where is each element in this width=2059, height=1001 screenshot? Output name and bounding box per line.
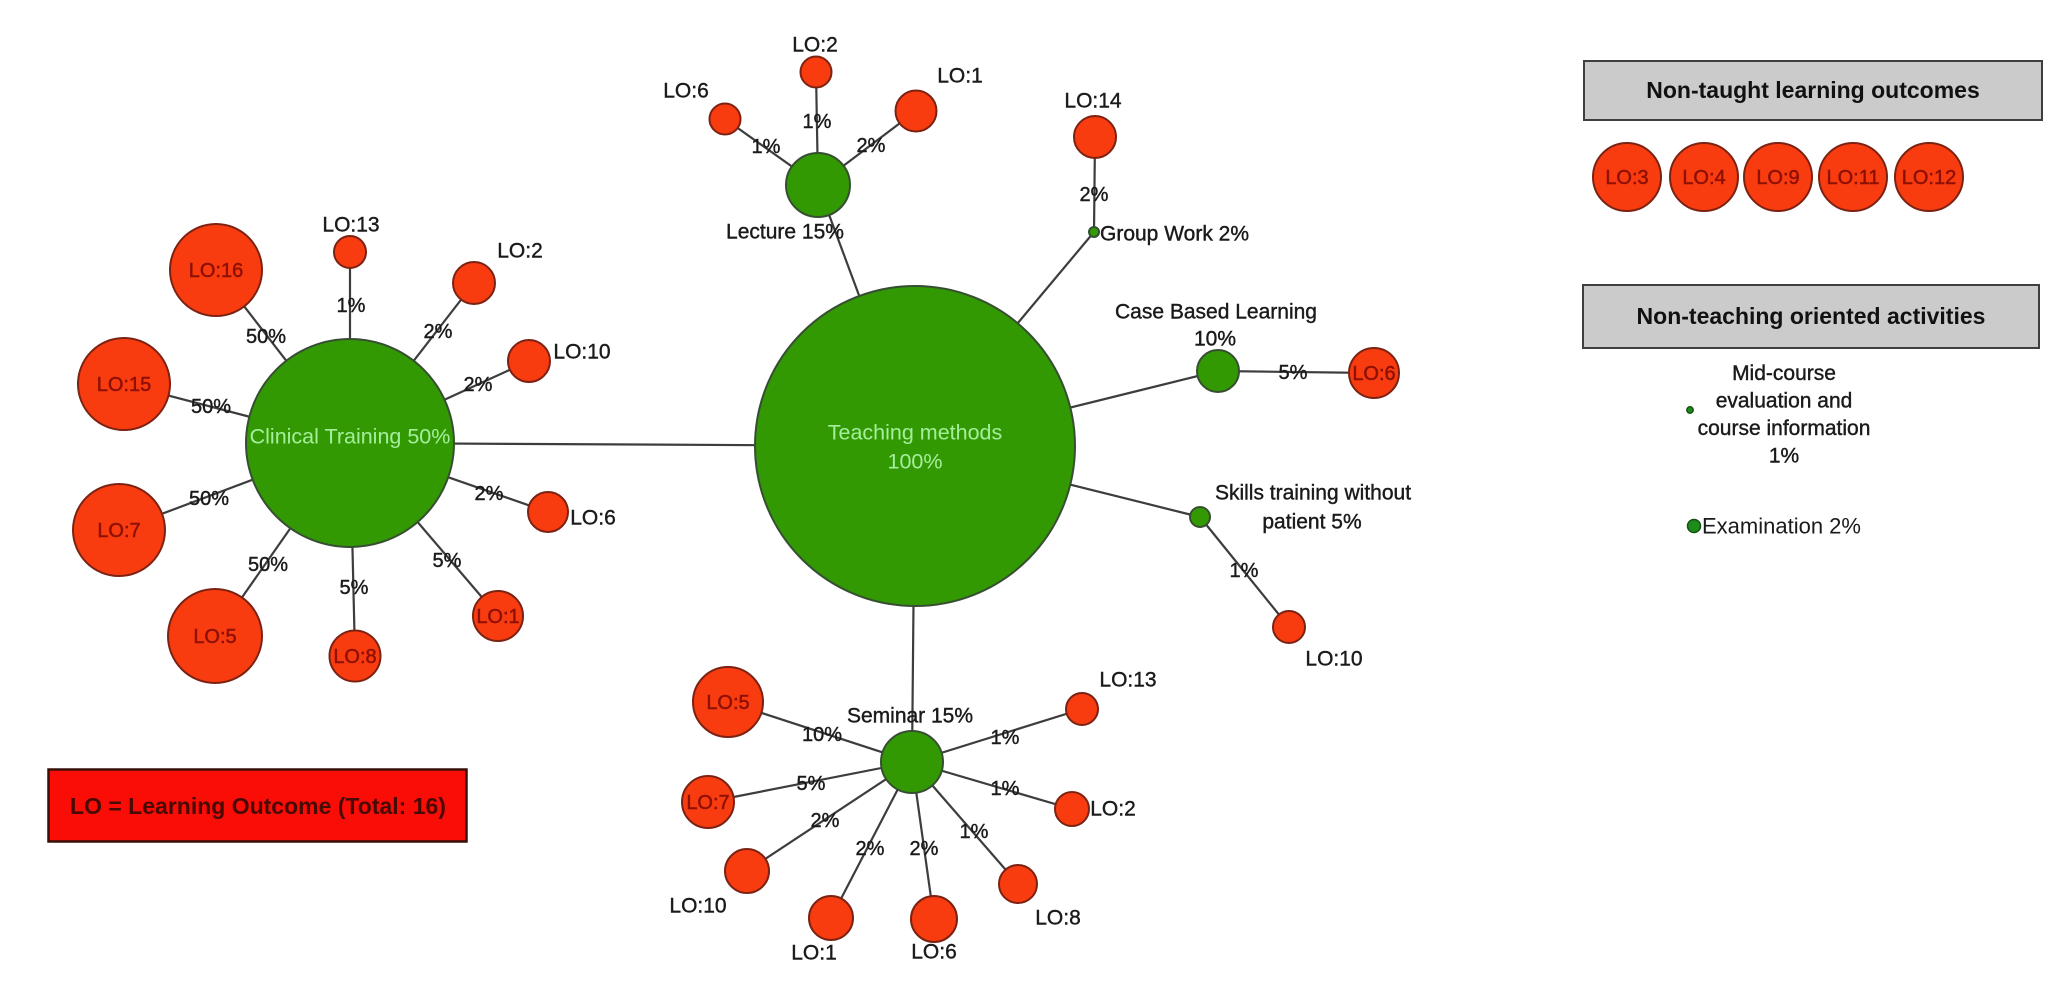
svg-text:Teaching methods: Teaching methods xyxy=(828,421,1003,445)
svg-text:LO:9: LO:9 xyxy=(1756,167,1799,189)
svg-text:LO:6: LO:6 xyxy=(570,506,616,529)
svg-text:1%: 1% xyxy=(1230,560,1259,582)
svg-text:2%: 2% xyxy=(856,838,885,860)
svg-text:LO:6: LO:6 xyxy=(1352,363,1395,385)
svg-text:1%: 1% xyxy=(960,821,989,843)
svg-text:50%: 50% xyxy=(191,396,231,418)
svg-text:5%: 5% xyxy=(340,577,369,599)
svg-text:LO:1: LO:1 xyxy=(937,64,983,87)
svg-text:LO:13: LO:13 xyxy=(1099,668,1156,691)
svg-text:Examination 2%: Examination 2% xyxy=(1702,514,1861,539)
svg-text:LO:14: LO:14 xyxy=(1064,89,1122,112)
svg-text:LO = Learning Outcome (Total:: LO = Learning Outcome (Total: 16) xyxy=(70,793,446,819)
svg-text:LO:3: LO:3 xyxy=(1605,167,1648,189)
svg-text:LO:15: LO:15 xyxy=(97,374,151,396)
svg-text:10%: 10% xyxy=(1194,327,1236,350)
svg-text:2%: 2% xyxy=(857,135,886,157)
svg-text:evaluation and: evaluation and xyxy=(1716,390,1853,413)
svg-text:LO:16: LO:16 xyxy=(189,260,243,282)
svg-text:Non-teaching oriented activiti: Non-teaching oriented activities xyxy=(1637,303,1986,329)
svg-text:1%: 1% xyxy=(991,727,1020,749)
svg-text:100%: 100% xyxy=(888,450,943,474)
svg-text:LO:10: LO:10 xyxy=(669,894,726,917)
svg-text:10%: 10% xyxy=(802,724,842,746)
svg-text:1%: 1% xyxy=(1769,445,1799,468)
svg-text:LO:1: LO:1 xyxy=(791,941,837,964)
svg-text:LO:5: LO:5 xyxy=(706,692,749,714)
svg-text:LO:6: LO:6 xyxy=(663,79,709,102)
svg-text:50%: 50% xyxy=(246,326,286,348)
svg-text:50%: 50% xyxy=(189,488,229,510)
svg-text:LO:10: LO:10 xyxy=(1305,647,1362,670)
svg-text:LO:13: LO:13 xyxy=(322,213,379,236)
svg-text:LO:2: LO:2 xyxy=(497,239,543,262)
svg-text:2%: 2% xyxy=(464,374,493,396)
svg-text:2%: 2% xyxy=(910,838,939,860)
svg-text:Non-taught learning outcomes: Non-taught learning outcomes xyxy=(1646,77,1980,103)
svg-text:5%: 5% xyxy=(797,773,826,795)
svg-text:LO:2: LO:2 xyxy=(792,33,838,56)
svg-text:Group Work 2%: Group Work 2% xyxy=(1100,222,1249,245)
svg-text:LO:4: LO:4 xyxy=(1682,167,1725,189)
svg-text:Clinical Training 50%: Clinical Training 50% xyxy=(250,424,451,448)
svg-text:LO:12: LO:12 xyxy=(1902,167,1956,189)
svg-text:Lecture 15%: Lecture 15% xyxy=(726,220,844,243)
svg-text:2%: 2% xyxy=(424,321,453,343)
svg-text:LO:7: LO:7 xyxy=(686,792,729,814)
svg-text:LO:5: LO:5 xyxy=(193,626,236,648)
svg-text:1%: 1% xyxy=(752,136,781,158)
svg-text:Skills training without: Skills training without xyxy=(1215,481,1411,504)
svg-text:Seminar 15%: Seminar 15% xyxy=(847,704,973,727)
svg-text:LO:6: LO:6 xyxy=(911,940,957,963)
svg-text:LO:10: LO:10 xyxy=(553,340,610,363)
svg-text:patient 5%: patient 5% xyxy=(1262,510,1361,533)
svg-text:LO:2: LO:2 xyxy=(1090,797,1136,820)
svg-text:2%: 2% xyxy=(475,483,504,505)
svg-text:course information: course information xyxy=(1698,417,1871,440)
svg-text:5%: 5% xyxy=(1279,362,1308,384)
svg-text:Mid-course: Mid-course xyxy=(1732,362,1836,385)
svg-text:50%: 50% xyxy=(248,554,288,576)
svg-text:Case Based Learning: Case Based Learning xyxy=(1115,300,1317,323)
svg-text:2%: 2% xyxy=(811,810,840,832)
svg-text:LO:8: LO:8 xyxy=(1035,906,1081,929)
svg-text:1%: 1% xyxy=(803,111,832,133)
svg-text:5%: 5% xyxy=(433,550,462,572)
svg-text:1%: 1% xyxy=(337,295,366,317)
svg-text:LO:11: LO:11 xyxy=(1827,167,1880,189)
svg-text:LO:1: LO:1 xyxy=(476,606,519,628)
svg-text:LO:8: LO:8 xyxy=(333,646,376,668)
svg-text:LO:7: LO:7 xyxy=(97,520,140,542)
svg-text:2%: 2% xyxy=(1080,184,1109,206)
svg-text:1%: 1% xyxy=(991,778,1020,800)
